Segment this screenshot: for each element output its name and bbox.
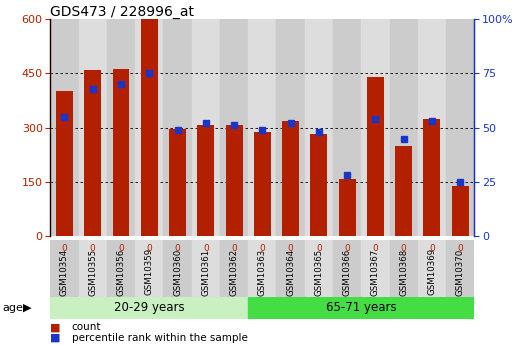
Text: GDS473 / 228996_at: GDS473 / 228996_at (50, 5, 195, 19)
Bar (220, 19, 248, 236)
Text: 0: 0 (316, 244, 322, 253)
Bar (305, 19, 333, 236)
Bar (423, 119, 440, 236)
Bar (163, 240, 192, 297)
Text: GSM10370: GSM10370 (456, 248, 465, 296)
Bar (84, 70, 101, 236)
Bar (395, 146, 412, 236)
Bar (50, 19, 78, 236)
Text: 0: 0 (61, 244, 67, 253)
Bar (277, 240, 305, 297)
Text: 0: 0 (231, 244, 237, 253)
Text: 0: 0 (203, 244, 209, 253)
Bar (333, 240, 361, 297)
Text: 20-29 years: 20-29 years (114, 302, 184, 314)
Bar (248, 297, 474, 319)
Text: GSM10364: GSM10364 (286, 248, 295, 296)
Bar (311, 134, 328, 236)
Bar (192, 19, 220, 236)
Bar (135, 240, 163, 297)
Bar (390, 240, 418, 297)
Text: count: count (72, 323, 101, 332)
Bar (78, 19, 107, 236)
Bar (418, 19, 446, 236)
Bar (361, 19, 390, 236)
Bar (248, 240, 277, 297)
Bar (282, 121, 299, 236)
Text: ■: ■ (50, 333, 61, 343)
Text: GSM10367: GSM10367 (371, 248, 380, 296)
Bar (50, 297, 248, 319)
Text: 0: 0 (146, 244, 152, 253)
Bar (452, 186, 469, 236)
Bar (248, 19, 277, 236)
Text: GSM10359: GSM10359 (145, 248, 154, 295)
Text: 0: 0 (429, 244, 435, 253)
Bar (390, 19, 418, 236)
Bar (277, 19, 305, 236)
Text: 0: 0 (401, 244, 407, 253)
Bar (197, 125, 214, 236)
Text: 0: 0 (457, 244, 463, 253)
Bar (135, 19, 163, 236)
Bar (192, 240, 220, 297)
Bar (50, 240, 78, 297)
Text: 65-71 years: 65-71 years (326, 302, 396, 314)
Bar (339, 179, 356, 236)
Bar (446, 240, 474, 297)
Text: GSM10365: GSM10365 (314, 248, 323, 296)
Bar (333, 19, 361, 236)
Text: GSM10355: GSM10355 (89, 248, 97, 296)
Text: GSM10361: GSM10361 (201, 248, 210, 296)
Text: GSM10360: GSM10360 (173, 248, 182, 296)
Text: 0: 0 (288, 244, 294, 253)
Bar (112, 69, 129, 236)
Bar (305, 240, 333, 297)
Bar (78, 240, 107, 297)
Bar (446, 19, 474, 236)
Bar (418, 240, 446, 297)
Bar (367, 77, 384, 236)
Text: 0: 0 (90, 244, 95, 253)
Text: 0: 0 (260, 244, 265, 253)
Bar (107, 19, 135, 236)
Bar (361, 240, 390, 297)
Text: ■: ■ (50, 323, 61, 332)
Text: GSM10368: GSM10368 (399, 248, 408, 296)
Text: 0: 0 (344, 244, 350, 253)
Bar (254, 132, 271, 236)
Text: GSM10363: GSM10363 (258, 248, 267, 296)
Text: GSM10369: GSM10369 (428, 248, 436, 295)
Text: percentile rank within the sample: percentile rank within the sample (72, 333, 248, 343)
Text: GSM10362: GSM10362 (229, 248, 239, 296)
Bar (226, 125, 243, 236)
Text: GSM10356: GSM10356 (117, 248, 126, 296)
Text: 0: 0 (373, 244, 378, 253)
Text: 0: 0 (118, 244, 124, 253)
Text: GSM10354: GSM10354 (60, 248, 69, 296)
Text: GSM10366: GSM10366 (343, 248, 351, 296)
Text: ▶: ▶ (23, 303, 32, 313)
Bar (169, 129, 186, 236)
Text: 0: 0 (175, 244, 180, 253)
Bar (141, 19, 158, 236)
Bar (56, 91, 73, 236)
Text: age: age (3, 303, 23, 313)
Bar (107, 240, 135, 297)
Bar (163, 19, 192, 236)
Bar (220, 240, 248, 297)
